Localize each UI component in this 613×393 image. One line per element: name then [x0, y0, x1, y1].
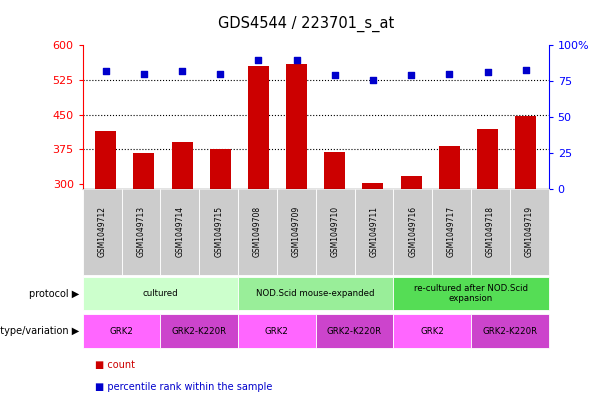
Point: [444, 71, 454, 77]
Point: [139, 71, 149, 77]
Point: [368, 77, 378, 83]
Point: [292, 56, 302, 62]
Bar: [210, 149, 230, 189]
Text: GSM1049717: GSM1049717: [447, 206, 456, 257]
Bar: [324, 152, 345, 189]
Point: [406, 72, 416, 79]
Point: [101, 68, 110, 74]
Text: GSM1049709: GSM1049709: [292, 206, 301, 257]
Point: [254, 56, 264, 62]
Text: GSM1049710: GSM1049710: [330, 206, 340, 257]
Bar: [95, 131, 116, 189]
Bar: [134, 152, 154, 189]
Text: GSM1049713: GSM1049713: [137, 206, 145, 257]
Point: [482, 69, 492, 75]
Text: GDS4544 / 223701_s_at: GDS4544 / 223701_s_at: [218, 16, 395, 32]
Text: ■ count: ■ count: [95, 360, 135, 371]
Text: GRK2: GRK2: [265, 327, 289, 336]
Bar: [439, 145, 460, 189]
Text: GRK2-K220R: GRK2-K220R: [327, 327, 382, 336]
Text: genotype/variation ▶: genotype/variation ▶: [0, 326, 80, 336]
Text: re-cultured after NOD.Scid
expansion: re-cultured after NOD.Scid expansion: [414, 284, 528, 303]
Point: [521, 66, 531, 73]
Text: cultured: cultured: [143, 289, 178, 298]
Text: protocol ▶: protocol ▶: [29, 289, 80, 299]
Bar: [477, 129, 498, 189]
Text: GRK2: GRK2: [421, 327, 444, 336]
Text: NOD.Scid mouse-expanded: NOD.Scid mouse-expanded: [256, 289, 375, 298]
Point: [330, 72, 340, 79]
Text: GRK2-K220R: GRK2-K220R: [172, 327, 227, 336]
Text: GRK2-K220R: GRK2-K220R: [482, 327, 538, 336]
Text: GSM1049714: GSM1049714: [175, 206, 185, 257]
Text: GSM1049708: GSM1049708: [253, 206, 262, 257]
Text: GSM1049719: GSM1049719: [525, 206, 534, 257]
Bar: [248, 66, 269, 189]
Text: GSM1049715: GSM1049715: [214, 206, 223, 257]
Text: GSM1049711: GSM1049711: [370, 206, 378, 257]
Point: [177, 68, 187, 74]
Bar: [286, 64, 307, 189]
Text: GRK2: GRK2: [110, 327, 134, 336]
Text: GSM1049712: GSM1049712: [97, 206, 107, 257]
Point: [215, 71, 225, 77]
Bar: [515, 116, 536, 189]
Bar: [401, 176, 422, 189]
Text: ■ percentile rank within the sample: ■ percentile rank within the sample: [95, 382, 272, 392]
Text: GSM1049716: GSM1049716: [408, 206, 417, 257]
Text: GSM1049718: GSM1049718: [486, 206, 495, 257]
Bar: [362, 183, 384, 189]
Bar: [172, 142, 192, 189]
